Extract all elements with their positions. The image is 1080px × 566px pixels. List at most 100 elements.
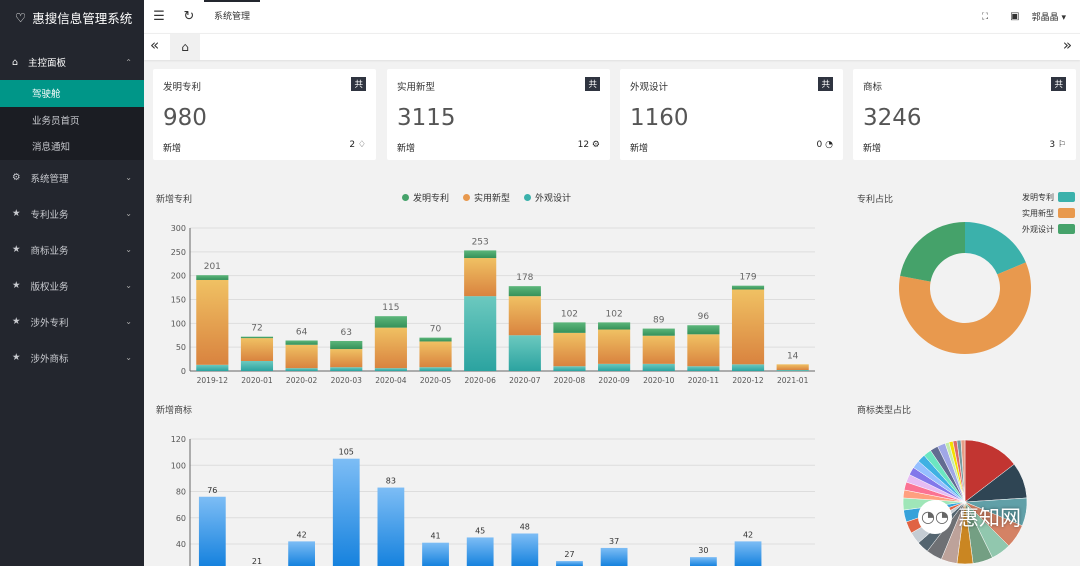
bar-value-label: 21 — [252, 557, 262, 566]
bar — [690, 557, 717, 566]
app-logo[interactable]: ♡ 惠搜信息管理系统 — [0, 0, 144, 34]
chart-title-patents: 新增专利 — [156, 195, 193, 205]
card-new: 2 ♢ — [349, 140, 366, 150]
menu-toggle-icon[interactable]: ☰ — [153, 9, 165, 24]
card-total: 3115 — [397, 105, 456, 131]
bar — [466, 537, 494, 566]
lock-icon[interactable]: ▣ — [1010, 11, 1020, 22]
scroll-left-icon[interactable]: « — [150, 36, 160, 54]
home-tab[interactable]: ⌂ — [170, 34, 200, 60]
card-badge: 共 — [585, 77, 600, 91]
tab-system-management[interactable]: 系统管理 — [204, 0, 261, 33]
pie-slice — [956, 439, 966, 503]
bar-segment — [508, 335, 541, 371]
chevron-down-icon: ⌄ — [125, 317, 132, 326]
sidebar-item[interactable]: ★ 版权业务 ⌄ — [0, 268, 144, 304]
sidebar-item[interactable]: ★ 专利业务 ⌄ — [0, 196, 144, 232]
bar-value-label: 45 — [475, 526, 485, 535]
sidebar-item[interactable]: ⚙ 系统管理 ⌄ — [0, 160, 144, 196]
x-tick-label: 2020-06 — [465, 376, 497, 385]
chart-title-trademarks: 新增商标 — [156, 406, 193, 416]
bar-segment — [240, 336, 274, 339]
card-new: 12 ⚙ — [578, 140, 600, 150]
card-total: 1160 — [630, 105, 689, 131]
chevron-down-icon: ⌄ — [125, 245, 132, 254]
caret-down-icon: ▾ — [1061, 13, 1066, 23]
card-total: 980 — [163, 105, 207, 131]
refresh-icon[interactable]: ↻ — [183, 9, 195, 24]
bar-total-label: 102 — [606, 309, 623, 319]
stat-card[interactable]: 实用新型 共 3115 新增 12 ⚙ — [387, 69, 610, 160]
stat-card[interactable]: 外观设计 共 1160 新增 0 ◔ — [620, 69, 843, 160]
card-new-label: 新增 — [630, 144, 649, 154]
bar-value-label: 27 — [564, 550, 574, 559]
bar-segment — [508, 286, 541, 297]
legend-item[interactable]: 发明专利 — [402, 191, 449, 204]
card-title: 发明专利 — [163, 82, 202, 93]
x-tick-label: 2020-09 — [598, 376, 630, 385]
bar-segment — [330, 367, 363, 371]
sidebar-item-dashboard[interactable]: ⌂ 主控面板 ⌃ — [0, 44, 144, 80]
bar-segment — [731, 285, 765, 290]
pie-slice — [923, 450, 966, 503]
chevron-down-icon: ⌄ — [125, 281, 132, 290]
bar-segment — [642, 363, 675, 371]
legend-item[interactable]: 实用新型 — [463, 191, 510, 204]
y-tick-label: 100 — [171, 461, 186, 470]
y-tick-label: 40 — [176, 540, 186, 549]
bar-segment — [374, 368, 407, 371]
bar-segment — [553, 322, 586, 333]
legend-item[interactable]: 外观设计 — [524, 191, 571, 204]
bar-total-label: 115 — [382, 303, 399, 313]
y-tick-label: 100 — [171, 319, 186, 328]
nav-label: 版权业务 — [30, 281, 69, 293]
bar-segment — [419, 341, 452, 368]
bar-segment — [642, 335, 675, 364]
share-legend: 发明专利 实用新型 外观设计 — [1022, 189, 1075, 237]
sidebar-sub-salesman-home[interactable]: 业务员首页 — [32, 115, 80, 127]
sidebar-item[interactable]: ★ 涉外专利 ⌄ — [0, 304, 144, 340]
stat-card[interactable]: 发明专利 共 980 新增 2 ♢ — [153, 69, 376, 160]
card-new: 0 ◔ — [817, 140, 833, 150]
sidebar-item[interactable]: ★ 商标业务 ⌄ — [0, 232, 144, 268]
bar-total-label: 72 — [251, 324, 262, 334]
nav-label: 涉外专利 — [30, 317, 69, 329]
nav-label: 涉外商标 — [30, 353, 69, 365]
card-new: 3 ⚐ — [1049, 140, 1066, 150]
wechat-icon: ◔◔ — [918, 500, 952, 534]
y-tick-label: 80 — [176, 488, 186, 497]
legend-item[interactable]: 实用新型 — [1022, 205, 1075, 221]
scroll-right-icon[interactable]: » — [1062, 36, 1072, 54]
legend-item[interactable]: 发明专利 — [1022, 189, 1075, 205]
bar-total-label: 178 — [516, 273, 533, 283]
fullscreen-icon[interactable]: ⛶ — [981, 11, 989, 22]
sidebar-sub-cockpit[interactable]: 驾驶舱 — [0, 80, 144, 107]
user-menu[interactable]: 郭晶晶 ▾ — [1032, 10, 1066, 23]
y-tick-label: 150 — [171, 296, 186, 305]
bar — [600, 547, 628, 566]
legend-item[interactable]: 外观设计 — [1022, 221, 1075, 237]
bar-segment — [330, 349, 363, 368]
x-tick-label: 2020-08 — [554, 376, 586, 385]
palette-icon: ◔ — [825, 140, 833, 150]
bar-value-label: 76 — [207, 486, 217, 495]
bar-segment — [776, 364, 809, 371]
sidebar-submenu: 驾驶舱 业务员首页 消息通知 — [0, 80, 144, 160]
x-tick-label: 2021-01 — [777, 376, 809, 385]
y-tick-label: 250 — [171, 248, 186, 257]
pie-slice — [952, 440, 966, 503]
bar-segment — [776, 370, 809, 371]
stat-card[interactable]: 商标 共 3246 新增 3 ⚐ — [853, 69, 1076, 160]
x-tick-label: 2019-12 — [197, 376, 229, 385]
sidebar-item[interactable]: ★ 涉外商标 ⌄ — [0, 340, 144, 376]
patent-legend: 发明专利 实用新型 外观设计 — [402, 191, 571, 204]
bar — [377, 487, 405, 566]
bar-segment — [598, 322, 631, 330]
pie-slice — [905, 474, 966, 503]
sidebar-sub-notifications[interactable]: 消息通知 — [32, 142, 71, 154]
bar-segment — [687, 334, 720, 367]
bar-segment — [285, 340, 318, 345]
bar-total-label: 253 — [472, 237, 489, 247]
card-badge: 共 — [818, 77, 833, 91]
pie-slice — [918, 455, 966, 503]
